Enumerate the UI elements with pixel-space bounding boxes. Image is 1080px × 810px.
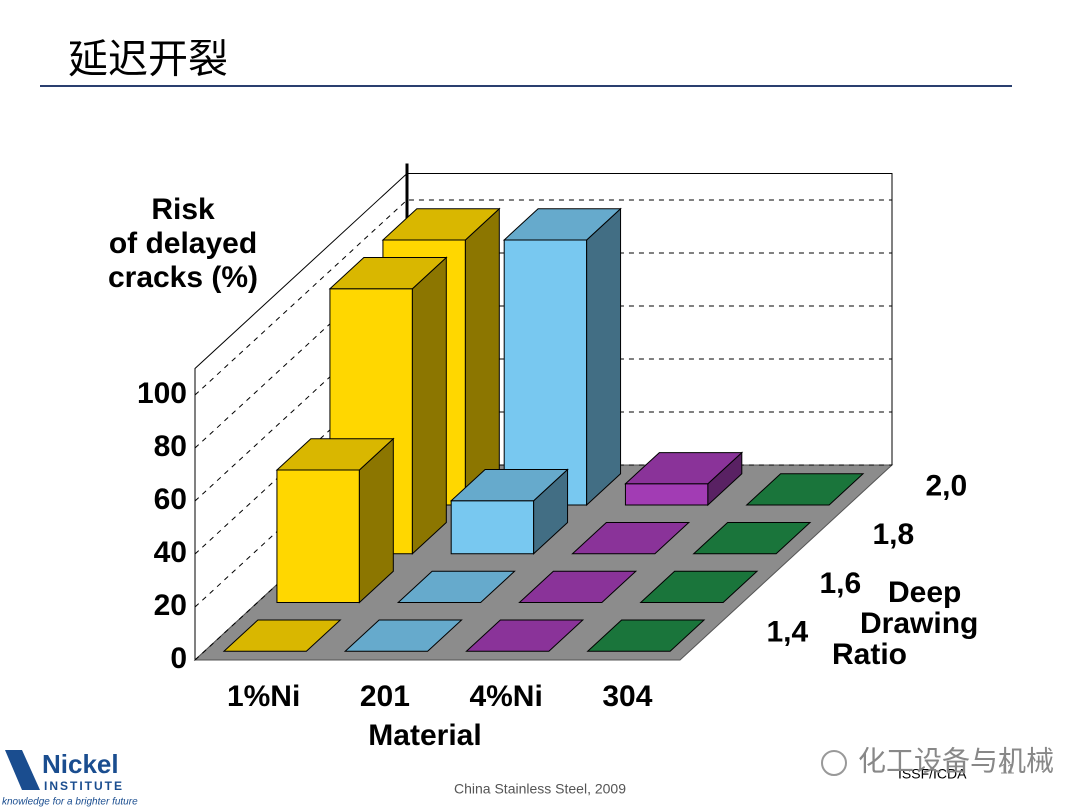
bar-top bbox=[449, 469, 569, 502]
y-tick-label: 0 bbox=[170, 642, 187, 675]
grid-line bbox=[194, 252, 892, 449]
y-axis-title: Risk bbox=[151, 193, 215, 226]
bar bbox=[571, 522, 691, 555]
bar bbox=[586, 619, 706, 652]
bar bbox=[343, 619, 463, 652]
y-tick-label: 40 bbox=[154, 536, 187, 569]
z-axis-title: Deep bbox=[888, 576, 961, 609]
bar-top bbox=[639, 570, 759, 603]
y-tick-label: 60 bbox=[154, 483, 187, 516]
x-tick-label: 304 bbox=[602, 680, 652, 713]
bar bbox=[745, 473, 865, 506]
bar-front bbox=[624, 483, 709, 506]
x-tick-label: 4%Ni bbox=[469, 680, 542, 713]
bar bbox=[692, 522, 812, 555]
logo-sub: INSTITUTE bbox=[44, 779, 124, 793]
bar bbox=[222, 619, 342, 652]
grid-line bbox=[194, 358, 892, 555]
plot: 0 20 40 60 80 100 1%Ni 201 4%Ni 304 1,4 1,6 1,8 2,0 Ri… bbox=[108, 163, 978, 713]
bar-top bbox=[571, 522, 691, 555]
bar bbox=[275, 437, 395, 604]
bar-top bbox=[586, 619, 706, 652]
y-tick-label: 20 bbox=[154, 589, 187, 622]
x-axis-title: Material bbox=[368, 719, 481, 752]
bar bbox=[624, 451, 744, 507]
y-tick-label: 80 bbox=[154, 430, 187, 463]
bar-top bbox=[328, 257, 448, 290]
bar-top bbox=[624, 452, 744, 485]
y-axis-title: cracks (%) bbox=[108, 261, 258, 294]
bar-top bbox=[343, 619, 463, 652]
y-tick-label: 100 bbox=[137, 377, 187, 410]
grid-line bbox=[194, 305, 892, 502]
logo-name: Nickel bbox=[42, 749, 119, 779]
bar bbox=[449, 468, 569, 555]
bar-top bbox=[381, 208, 501, 241]
bar-top bbox=[692, 522, 812, 555]
bar-top bbox=[745, 473, 865, 506]
bar-front bbox=[503, 239, 588, 506]
page-number: 11 bbox=[1000, 761, 1015, 777]
bar-side bbox=[586, 207, 622, 507]
bar-top bbox=[275, 438, 395, 471]
bar bbox=[518, 570, 638, 603]
logo-mark bbox=[5, 750, 40, 790]
x-tick-label: 1%Ni bbox=[227, 680, 300, 713]
z-axis-title: Ratio bbox=[832, 638, 907, 671]
bar-side bbox=[411, 256, 447, 555]
z-tick-label: 1,6 bbox=[820, 567, 862, 600]
watermark: 化工设备与机械 bbox=[858, 745, 1054, 776]
grid-line bbox=[194, 199, 892, 396]
credit: ISSF/ICDA bbox=[898, 766, 967, 782]
watermark-icon bbox=[821, 750, 847, 776]
x-tick-label: 201 bbox=[360, 680, 410, 713]
bar-top bbox=[518, 570, 638, 603]
bar-top bbox=[502, 208, 622, 241]
bar-top bbox=[396, 570, 516, 603]
z-tick-label: 1,8 bbox=[873, 518, 915, 551]
bar-top bbox=[465, 619, 585, 652]
z-tick-label: 1,4 bbox=[767, 616, 809, 649]
z-axis-title: Drawing bbox=[860, 607, 978, 640]
source: China Stainless Steel, 2009 bbox=[454, 781, 626, 797]
bar-top bbox=[222, 619, 342, 652]
bar bbox=[396, 570, 516, 603]
bar-side bbox=[464, 207, 500, 507]
bar-front bbox=[450, 500, 535, 555]
y-axis-title: of delayed bbox=[109, 227, 257, 260]
grid-line bbox=[194, 411, 892, 608]
bar bbox=[502, 207, 622, 507]
slide-title: 延迟开裂 bbox=[68, 38, 228, 82]
bar bbox=[639, 570, 759, 603]
bar-front bbox=[276, 469, 360, 603]
logo-tagline: knowledge for a brighter future bbox=[2, 797, 138, 808]
z-tick-label: 2,0 bbox=[926, 469, 968, 502]
bar bbox=[465, 619, 585, 652]
